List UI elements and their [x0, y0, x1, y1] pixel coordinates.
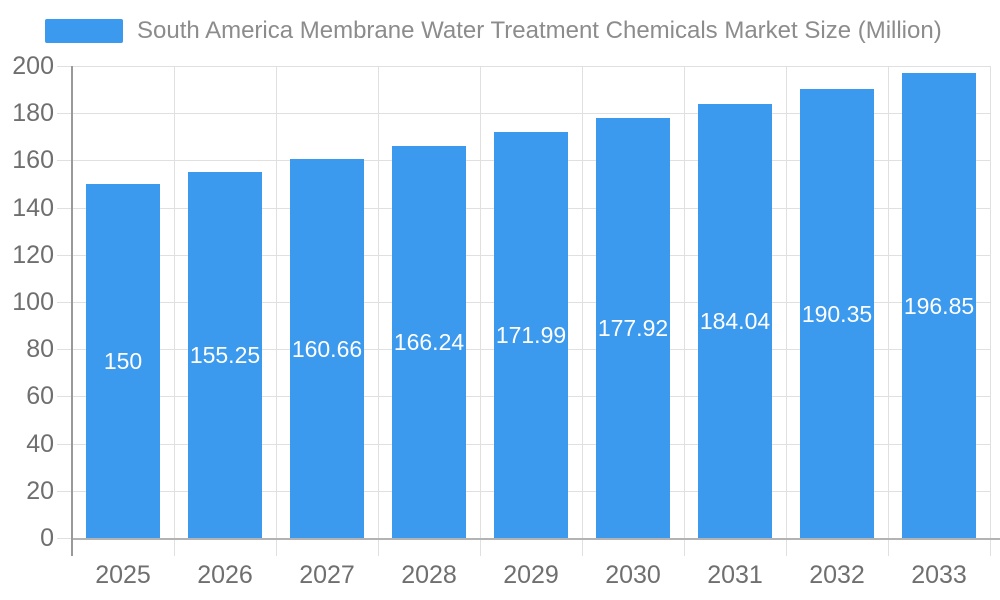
x-axis-tick-label: 2030 — [605, 561, 661, 589]
vertical-gridline — [888, 66, 889, 556]
bar-value-label: 150 — [103, 348, 143, 374]
bar-2027[interactable] — [290, 159, 364, 538]
bar-2030[interactable] — [596, 118, 670, 538]
y-axis-tick-label: 80 — [26, 335, 54, 363]
x-axis-tick-label: 2026 — [197, 561, 253, 589]
vertical-gridline — [378, 66, 379, 556]
bar-2032[interactable] — [800, 89, 874, 538]
y-axis-tick-label: 60 — [26, 382, 54, 410]
bar-value-label: 155.25 — [189, 342, 261, 368]
y-axis-line — [71, 66, 73, 556]
y-axis-tick-label: 20 — [26, 477, 54, 505]
bar-value-label: 190.35 — [801, 301, 873, 327]
vertical-gridline — [990, 66, 991, 556]
x-axis-tick-label: 2028 — [401, 561, 457, 589]
legend-swatch[interactable] — [45, 19, 123, 43]
bar-2029[interactable] — [494, 132, 568, 538]
x-axis-tick-label: 2032 — [809, 561, 865, 589]
legend: South America Membrane Water Treatment C… — [0, 0, 1000, 56]
bar-value-label: 171.99 — [495, 322, 567, 348]
vertical-gridline — [276, 66, 277, 556]
bar-2031[interactable] — [698, 104, 772, 538]
vertical-gridline — [582, 66, 583, 556]
bar-value-label: 196.85 — [903, 293, 975, 319]
horizontal-gridline — [57, 66, 990, 67]
y-axis-tick-label: 100 — [12, 288, 54, 316]
y-axis-tick-label: 180 — [12, 99, 54, 127]
bar-2025[interactable] — [86, 184, 160, 538]
vertical-gridline — [480, 66, 481, 556]
horizontal-gridline — [57, 113, 990, 114]
y-axis-tick-label: 0 — [40, 524, 54, 552]
x-axis-tick-label: 2033 — [911, 561, 967, 589]
vertical-gridline — [684, 66, 685, 556]
bar-value-label: 166.24 — [393, 329, 465, 355]
x-axis-tick-label: 2025 — [95, 561, 151, 589]
bar-value-label: 177.92 — [597, 315, 669, 341]
bar-2028[interactable] — [392, 146, 466, 538]
y-axis-tick-label: 40 — [26, 430, 54, 458]
x-axis-tick-label: 2031 — [707, 561, 763, 589]
y-axis-tick-label: 200 — [12, 52, 54, 80]
x-axis-line — [72, 538, 1000, 540]
bar-2033[interactable] — [902, 73, 976, 538]
vertical-gridline — [174, 66, 175, 556]
bar-value-label: 184.04 — [699, 308, 771, 334]
x-axis-tick-label: 2027 — [299, 561, 355, 589]
y-axis-tick-label: 120 — [12, 241, 54, 269]
bar-2026[interactable] — [188, 172, 262, 538]
legend-label[interactable]: South America Membrane Water Treatment C… — [137, 17, 942, 44]
vertical-gridline — [786, 66, 787, 556]
bar-value-label: 160.66 — [291, 336, 363, 362]
y-axis-tick-label: 140 — [12, 194, 54, 222]
x-axis-tick-label: 2029 — [503, 561, 559, 589]
y-axis-tick-label: 160 — [12, 146, 54, 174]
